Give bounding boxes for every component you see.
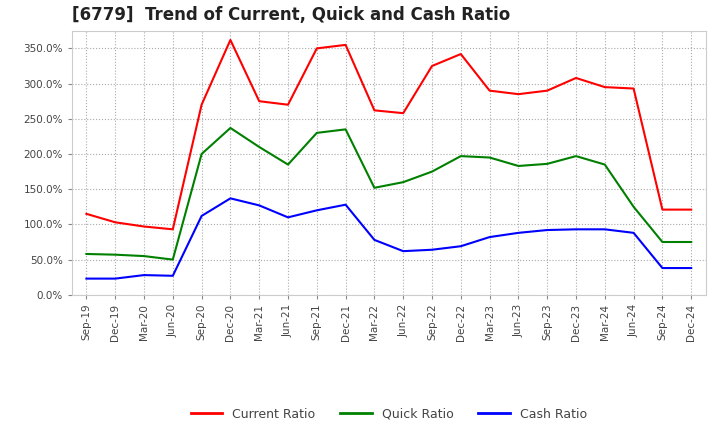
Cash Ratio bbox=[543, 227, 552, 233]
Quick Ratio bbox=[600, 162, 609, 167]
Quick Ratio bbox=[255, 144, 264, 150]
Quick Ratio bbox=[629, 204, 638, 209]
Current Ratio bbox=[197, 102, 206, 107]
Quick Ratio bbox=[687, 239, 696, 245]
Current Ratio bbox=[629, 86, 638, 91]
Current Ratio bbox=[514, 92, 523, 97]
Text: [6779]  Trend of Current, Quick and Cash Ratio: [6779] Trend of Current, Quick and Cash … bbox=[72, 6, 510, 24]
Cash Ratio bbox=[572, 227, 580, 232]
Quick Ratio bbox=[82, 251, 91, 257]
Cash Ratio bbox=[284, 215, 292, 220]
Current Ratio bbox=[111, 220, 120, 225]
Cash Ratio bbox=[226, 196, 235, 201]
Cash Ratio bbox=[255, 203, 264, 208]
Current Ratio bbox=[312, 46, 321, 51]
Cash Ratio bbox=[111, 276, 120, 281]
Quick Ratio bbox=[485, 155, 494, 160]
Current Ratio bbox=[658, 207, 667, 212]
Quick Ratio bbox=[341, 127, 350, 132]
Quick Ratio bbox=[111, 252, 120, 257]
Cash Ratio bbox=[370, 237, 379, 242]
Cash Ratio bbox=[82, 276, 91, 281]
Legend: Current Ratio, Quick Ratio, Cash Ratio: Current Ratio, Quick Ratio, Cash Ratio bbox=[186, 403, 592, 426]
Cash Ratio bbox=[428, 247, 436, 253]
Current Ratio bbox=[226, 37, 235, 43]
Current Ratio bbox=[687, 207, 696, 212]
Line: Quick Ratio: Quick Ratio bbox=[86, 128, 691, 260]
Current Ratio bbox=[399, 110, 408, 116]
Current Ratio bbox=[370, 108, 379, 113]
Line: Current Ratio: Current Ratio bbox=[86, 40, 691, 229]
Current Ratio bbox=[485, 88, 494, 93]
Current Ratio bbox=[140, 224, 148, 229]
Quick Ratio bbox=[658, 239, 667, 245]
Quick Ratio bbox=[428, 169, 436, 174]
Current Ratio bbox=[82, 211, 91, 216]
Cash Ratio bbox=[514, 230, 523, 235]
Cash Ratio bbox=[312, 208, 321, 213]
Current Ratio bbox=[600, 84, 609, 90]
Cash Ratio bbox=[399, 249, 408, 254]
Line: Cash Ratio: Cash Ratio bbox=[86, 198, 691, 279]
Current Ratio bbox=[255, 99, 264, 104]
Quick Ratio bbox=[197, 151, 206, 157]
Quick Ratio bbox=[140, 253, 148, 259]
Cash Ratio bbox=[197, 213, 206, 219]
Cash Ratio bbox=[140, 272, 148, 278]
Cash Ratio bbox=[456, 244, 465, 249]
Quick Ratio bbox=[168, 257, 177, 262]
Quick Ratio bbox=[543, 161, 552, 166]
Cash Ratio bbox=[485, 235, 494, 240]
Cash Ratio bbox=[168, 273, 177, 279]
Current Ratio bbox=[543, 88, 552, 93]
Quick Ratio bbox=[514, 163, 523, 169]
Current Ratio bbox=[456, 51, 465, 57]
Quick Ratio bbox=[312, 130, 321, 136]
Current Ratio bbox=[428, 63, 436, 69]
Quick Ratio bbox=[370, 185, 379, 191]
Cash Ratio bbox=[687, 265, 696, 271]
Quick Ratio bbox=[572, 154, 580, 159]
Cash Ratio bbox=[600, 227, 609, 232]
Cash Ratio bbox=[341, 202, 350, 207]
Current Ratio bbox=[572, 75, 580, 81]
Current Ratio bbox=[284, 102, 292, 107]
Current Ratio bbox=[168, 227, 177, 232]
Current Ratio bbox=[341, 42, 350, 48]
Quick Ratio bbox=[399, 180, 408, 185]
Quick Ratio bbox=[226, 125, 235, 131]
Quick Ratio bbox=[284, 162, 292, 167]
Quick Ratio bbox=[456, 154, 465, 159]
Cash Ratio bbox=[629, 230, 638, 235]
Cash Ratio bbox=[658, 265, 667, 271]
